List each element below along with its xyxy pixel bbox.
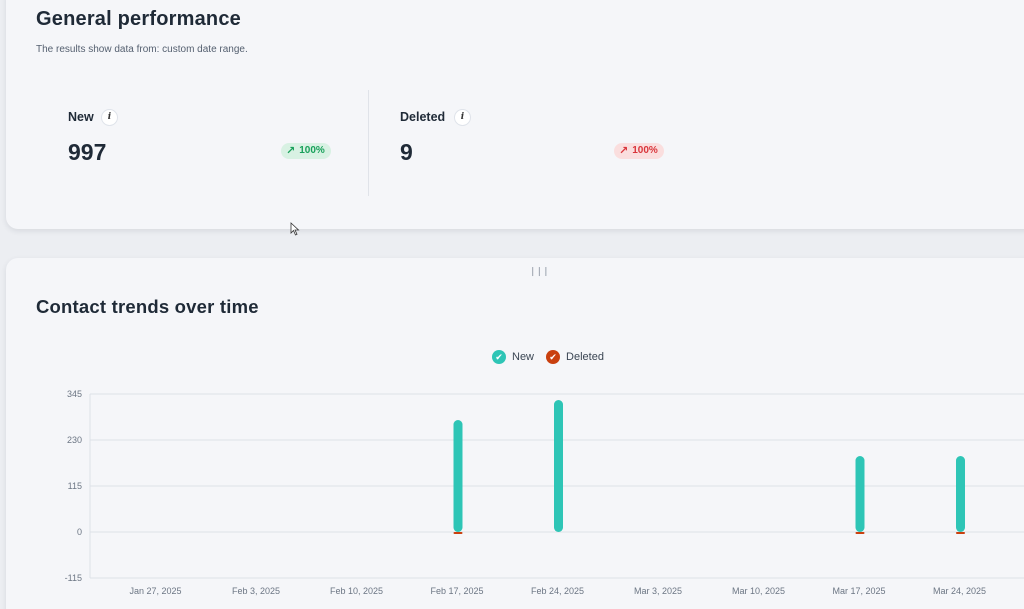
x-tick-label: Jan 27, 2025 xyxy=(129,586,181,596)
trend-up-icon: ↗ xyxy=(619,145,629,157)
bar-new[interactable] xyxy=(855,456,865,532)
x-tick-label: Feb 3, 2025 xyxy=(232,586,280,596)
contact-trends-chart: 345 230 115 0 -115 Jan 27, 2025 Feb 3, 2025 Feb… xyxy=(65,389,1024,596)
chart-legend: ✔ New ✔ Deleted xyxy=(492,350,604,364)
deleted-change-value: 100% xyxy=(632,145,658,156)
new-info-icon[interactable]: i xyxy=(102,110,117,125)
legend-label-new: New xyxy=(512,351,535,363)
general-performance-title: General performance xyxy=(36,8,241,30)
new-change-badge: ↗ 100% xyxy=(281,143,331,159)
bar-deleted[interactable] xyxy=(855,532,865,534)
bar-deleted[interactable] xyxy=(956,532,965,534)
general-performance-card xyxy=(6,0,1024,229)
deleted-change-badge: ↗ 100% xyxy=(614,143,664,159)
new-metric-label: New xyxy=(68,110,94,124)
contact-trends-card xyxy=(6,258,1024,609)
new-metric-value: 997 xyxy=(68,139,107,165)
x-tick-label: Feb 17, 2025 xyxy=(430,586,483,596)
y-tick-label: -115 xyxy=(65,573,82,583)
x-tick-label: Mar 17, 2025 xyxy=(832,586,885,596)
x-tick-label: Feb 10, 2025 xyxy=(330,586,383,596)
date-range-description: The results show data from: custom date … xyxy=(36,44,248,55)
bar-new[interactable] xyxy=(956,456,965,532)
y-tick-label: 115 xyxy=(68,481,82,491)
x-tick-label: Mar 10, 2025 xyxy=(732,586,785,596)
y-tick-label: 345 xyxy=(67,389,82,399)
bar-deleted[interactable] xyxy=(453,532,463,534)
y-tick-label: 0 xyxy=(77,527,82,537)
check-icon: ✔ xyxy=(546,350,561,364)
deleted-metric-label: Deleted xyxy=(400,110,446,124)
contact-trends-title: Contact trends over time xyxy=(36,296,259,317)
drag-handle-icon[interactable]: ❘❘❘ xyxy=(529,266,550,276)
metric-divider xyxy=(368,90,369,196)
bar-new[interactable] xyxy=(453,420,463,532)
x-tick-label: Feb 24, 2025 xyxy=(531,586,584,596)
x-tick-label: Mar 24, 2025 xyxy=(933,586,986,596)
check-icon: ✔ xyxy=(492,350,506,364)
deleted-info-icon[interactable]: i xyxy=(455,110,470,125)
x-tick-label: Mar 3, 2025 xyxy=(634,586,682,596)
mouse-cursor-icon xyxy=(290,222,300,236)
legend-item-new[interactable]: ✔ New xyxy=(492,350,534,364)
bar-new[interactable] xyxy=(554,400,563,532)
trend-up-icon: ↗ xyxy=(286,145,296,157)
y-tick-label: 230 xyxy=(67,435,82,445)
deleted-metric-value: 9 xyxy=(400,139,413,165)
legend-item-deleted[interactable]: ✔ Deleted xyxy=(546,350,604,364)
new-change-value: 100% xyxy=(299,145,325,156)
legend-label-deleted: Deleted xyxy=(566,351,604,363)
